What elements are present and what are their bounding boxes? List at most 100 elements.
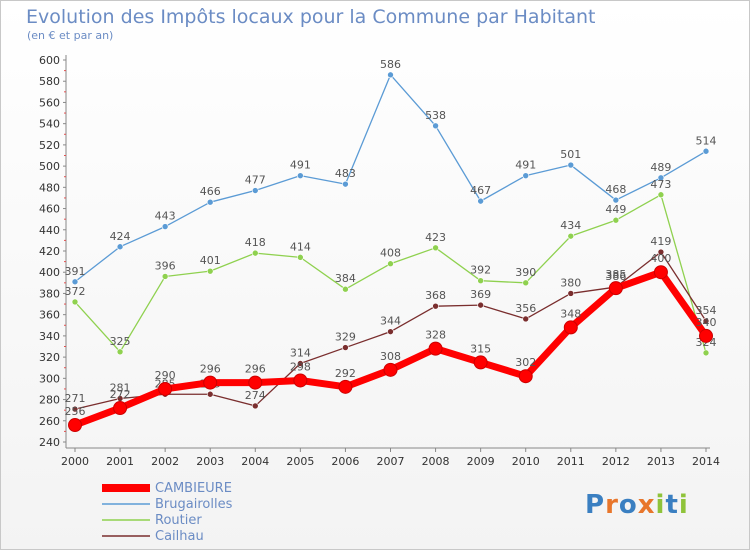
- data-point: [206, 267, 214, 275]
- proxiti-logo: Proxiti: [585, 490, 689, 520]
- x-tick-label: 2006: [331, 455, 359, 468]
- data-point: [567, 290, 575, 297]
- data-label: 271: [65, 392, 86, 405]
- data-label: 348: [560, 307, 581, 320]
- data-label: 272: [110, 388, 131, 401]
- data-label: 386: [605, 270, 626, 283]
- data-point: [432, 302, 439, 310]
- data-label: 491: [290, 159, 311, 172]
- y-tick-label: 280: [39, 394, 60, 407]
- data-point: [612, 216, 620, 224]
- x-tick-label: 2014: [692, 455, 720, 468]
- data-point: [612, 196, 620, 204]
- data-point: [71, 405, 79, 413]
- data-label: 514: [696, 134, 717, 147]
- data-point: [113, 401, 128, 416]
- data-point: [387, 71, 394, 79]
- logo-letter: i: [678, 490, 689, 520]
- data-label: 491: [515, 159, 536, 172]
- x-tick-label: 2012: [602, 455, 630, 468]
- data-label: 392: [470, 264, 491, 277]
- data-point: [206, 198, 214, 206]
- data-label: 354: [696, 304, 717, 317]
- data-point: [342, 344, 349, 351]
- data-point: [338, 379, 353, 394]
- data-label: 396: [155, 259, 176, 272]
- y-tick-label: 580: [39, 75, 60, 88]
- x-tick-label: 2011: [557, 455, 585, 468]
- data-label: 325: [110, 335, 131, 348]
- data-point: [71, 298, 79, 306]
- data-point: [522, 315, 530, 323]
- data-point: [206, 390, 214, 398]
- logo-letter: o: [618, 490, 638, 520]
- data-point: [653, 265, 668, 280]
- data-label: 372: [65, 285, 86, 298]
- data-label: 296: [245, 363, 266, 376]
- data-label: 329: [335, 331, 356, 344]
- data-point: [161, 223, 169, 230]
- data-label: 443: [155, 210, 176, 223]
- legend-entry: CAMBIEURE: [155, 481, 232, 496]
- data-point: [161, 273, 169, 280]
- data-label: 340: [696, 316, 717, 329]
- x-tick-label: 2002: [151, 455, 179, 468]
- data-point: [702, 147, 710, 155]
- data-point: [297, 172, 304, 179]
- data-label: 298: [290, 360, 311, 373]
- data-label: 384: [335, 272, 356, 285]
- data-point: [251, 187, 259, 194]
- data-label: 380: [560, 276, 581, 289]
- y-tick-label: 500: [39, 160, 60, 173]
- x-tick-label: 2004: [241, 455, 269, 468]
- data-label: 385: [605, 268, 626, 281]
- y-tick-label: 340: [39, 330, 60, 343]
- x-tick-label: 2008: [422, 455, 450, 468]
- data-point: [428, 341, 443, 356]
- data-point: [702, 317, 710, 325]
- data-label: 473: [650, 178, 671, 191]
- data-label: 390: [515, 266, 536, 279]
- data-point: [702, 349, 710, 357]
- data-label: 302: [515, 356, 536, 369]
- data-point: [383, 362, 398, 377]
- data-point: [342, 180, 349, 188]
- data-label: 400: [650, 252, 671, 265]
- data-label: 391: [65, 265, 86, 278]
- data-label: 423: [425, 231, 446, 244]
- x-tick-label: 2000: [61, 455, 89, 468]
- data-point: [116, 243, 124, 251]
- logo-letter: x: [637, 490, 656, 520]
- data-label: 328: [425, 329, 446, 342]
- data-point: [567, 232, 575, 240]
- data-point: [248, 375, 263, 390]
- data-label: 281: [110, 381, 131, 394]
- data-label: 344: [380, 315, 401, 328]
- x-tick-label: 2001: [106, 455, 134, 468]
- data-point: [251, 402, 259, 410]
- y-tick-label: 260: [39, 415, 60, 428]
- data-label: 468: [605, 183, 626, 196]
- data-label: 296: [200, 363, 221, 376]
- data-label: 466: [200, 185, 221, 198]
- logo-letter: r: [605, 490, 619, 520]
- logo-letter: t: [665, 490, 679, 520]
- data-label: 314: [290, 346, 311, 359]
- data-label: 414: [290, 240, 311, 253]
- data-label: 368: [425, 289, 446, 302]
- y-tick-label: 360: [39, 309, 60, 322]
- y-tick-label: 560: [39, 96, 60, 109]
- x-tick-label: 2009: [467, 455, 495, 468]
- data-label: 489: [650, 161, 671, 174]
- data-point: [432, 122, 439, 130]
- data-label: 256: [65, 405, 86, 418]
- data-label: 356: [515, 302, 536, 315]
- data-label: 424: [110, 230, 131, 243]
- data-label: 586: [380, 58, 401, 71]
- logo-letter: P: [585, 490, 606, 520]
- data-label: 538: [425, 109, 446, 122]
- y-tick-label: 540: [39, 118, 60, 131]
- data-point: [477, 301, 484, 309]
- x-tick-label: 2010: [512, 455, 540, 468]
